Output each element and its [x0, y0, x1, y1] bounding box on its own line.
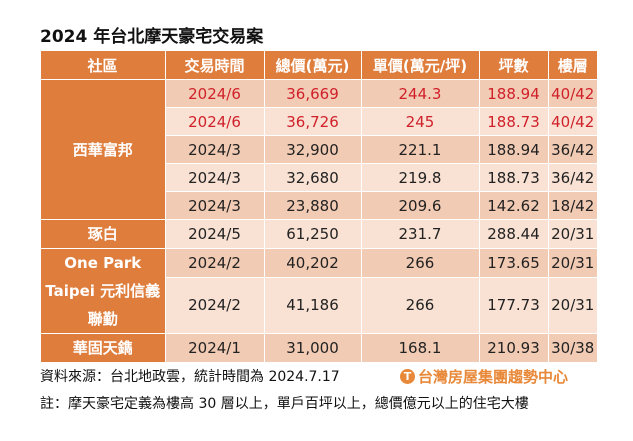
area-cell: 188.73 [478, 163, 549, 192]
table-row: 2024/2 41,186 266 177.73 20/31 [41, 276, 598, 335]
table-row: 華固天鐫 2024/1 31,000 168.1 210.93 30/38 [40, 333, 598, 363]
date-cell: 2024/3 [164, 191, 265, 220]
floor-cell: 20/31 [547, 248, 598, 278]
community-cell: 西華富邦 [40, 79, 166, 220]
col-date: 交易時間 [165, 51, 265, 80]
floor-cell: 20/31 [547, 276, 598, 335]
unit-price-cell: 245 [360, 107, 480, 136]
col-floor: 樓層 [548, 51, 598, 80]
area-cell: 188.73 [478, 107, 549, 136]
col-area: 坪數 [479, 51, 549, 80]
logo-text: 台灣房屋集團趨勢中心 [418, 368, 569, 386]
page-title: 2024 年台北摩天豪宅交易案 [40, 27, 264, 47]
total-price-cell: 40,202 [263, 248, 362, 278]
unit-price-cell: 219.8 [360, 163, 480, 192]
date-cell: 2024/2 [164, 276, 265, 335]
total-price-cell: 31,000 [263, 333, 362, 363]
table-row: 2024/3 32,900 221.1 188.94 36/42 [41, 135, 598, 164]
area-cell: 288.44 [478, 219, 549, 249]
total-price-cell: 41,186 [263, 276, 362, 335]
total-price-cell: 61,250 [263, 219, 362, 249]
area-cell: 188.94 [478, 135, 549, 164]
table-row: 西華富邦 2024/6 36,669 244.3 188.94 40/42 [40, 79, 598, 220]
table-row: 2024/3 32,680 219.8 188.73 36/42 [41, 163, 598, 192]
date-cell: 2024/2 [164, 248, 265, 278]
floor-cell: 36/42 [547, 163, 598, 192]
total-price-cell: 23,880 [263, 191, 362, 220]
floor-cell: 40/42 [547, 79, 598, 108]
table-row: 琢白 2024/5 61,250 231.7 288.44 20/31 [40, 219, 598, 249]
col-unit-price: 單價(萬元/坪) [361, 51, 480, 80]
unit-price-cell: 231.7 [360, 219, 480, 249]
logo-icon: T [400, 369, 415, 384]
area-cell: 173.65 [478, 248, 549, 278]
table-row: 2024/6 36,726 245 188.73 40/42 [41, 107, 598, 136]
transactions-table: 社區 交易時間 總價(萬元) 單價(萬元/坪) 坪數 樓層 西華富邦 2024/6… [40, 51, 598, 363]
community-cell: 華固天鐫 [40, 333, 166, 363]
total-price-cell: 32,900 [263, 135, 362, 164]
floor-cell: 30/38 [547, 333, 598, 363]
table-row: 2024/3 23,880 209.6 142.62 18/42 [41, 191, 598, 220]
unit-price-cell: 266 [360, 276, 480, 335]
date-cell: 2024/1 [164, 333, 265, 363]
unit-price-cell: 168.1 [360, 333, 480, 363]
col-community: 社區 [40, 51, 166, 80]
total-price-cell: 36,726 [263, 107, 362, 136]
total-price-cell: 32,680 [263, 163, 362, 192]
logo: T 台灣房屋集團趨勢中心 [400, 366, 568, 387]
date-cell: 2024/6 [164, 79, 265, 108]
unit-price-cell: 209.6 [360, 191, 480, 220]
date-cell: 2024/3 [164, 163, 265, 192]
col-total-price: 總價(萬元) [264, 51, 362, 80]
date-cell: 2024/6 [164, 107, 265, 136]
date-cell: 2024/3 [164, 135, 265, 164]
community-cell: One Park Taipei 元利信義聯勤 [40, 248, 166, 334]
unit-price-cell: 221.1 [360, 135, 480, 164]
source-text: 資料來源：台北地政雲，統計時間為 2024.7.17 [40, 369, 340, 385]
date-cell: 2024/5 [164, 219, 265, 249]
table-row: One Park Taipei 元利信義聯勤 2024/2 40,202 266 173… [40, 248, 598, 334]
community-cell: 琢白 [40, 219, 166, 249]
area-cell: 177.73 [478, 276, 549, 335]
floor-cell: 20/31 [547, 219, 598, 249]
area-cell: 142.62 [478, 191, 549, 220]
unit-price-cell: 266 [360, 248, 480, 278]
total-price-cell: 36,669 [263, 79, 362, 108]
area-cell: 210.93 [478, 333, 549, 363]
floor-cell: 40/42 [547, 107, 598, 136]
floor-cell: 18/42 [547, 191, 598, 220]
unit-price-cell: 244.3 [360, 79, 480, 108]
floor-cell: 36/42 [547, 135, 598, 164]
area-cell: 188.94 [478, 79, 549, 108]
table-header: 社區 交易時間 總價(萬元) 單價(萬元/坪) 坪數 樓層 [40, 51, 598, 80]
note-text: 註：摩天豪宅定義為樓高 30 層以上，單戶百坪以上，總價億元以上的住宅大樓 [40, 396, 529, 412]
